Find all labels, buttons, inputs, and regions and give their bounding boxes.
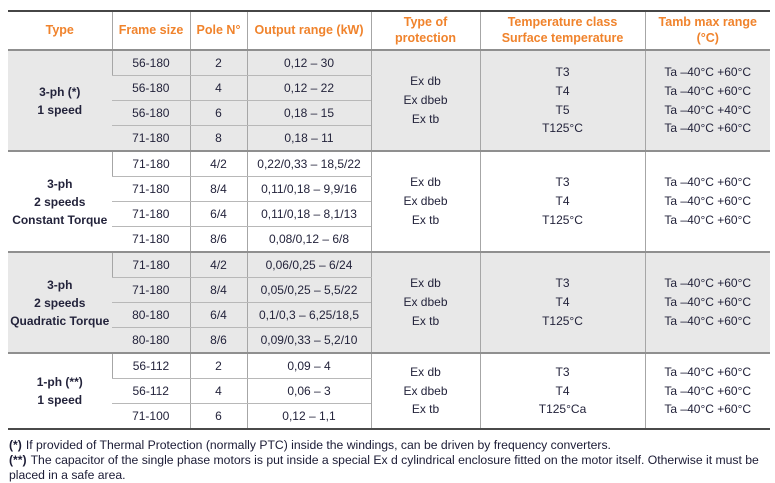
output-range-cell: 0,22/0,33 – 18,5/22: [246, 150, 371, 177]
footnote-text: The capacitor of the single phase motors…: [9, 453, 759, 482]
temperature-class-cell: T3 T4 T125°Ca: [479, 352, 645, 429]
output-range-cell: 0,12 – 30: [246, 50, 371, 76]
col-header-type: Type: [8, 11, 112, 51]
frame-size-cell: 56-112: [111, 352, 190, 379]
table-row: 71-180 8/4 0,11/0,18 – 9,9/16: [8, 176, 770, 202]
frame-size-cell: 56-180: [112, 100, 190, 126]
frame-size-cell: 71-180: [112, 201, 190, 227]
protection-cell: Ex db Ex dbeb Ex tb: [370, 150, 480, 252]
pole-cell: 6/4: [189, 302, 247, 328]
pole-cell: 4: [189, 75, 247, 101]
group-3ph-2speeds-constant-torque: 3-ph 2 speeds Constant Torque 71-180 4/2…: [8, 150, 770, 252]
group-1ph-1speed: 1-ph (**) 1 speed 56-112 2 0,09 – 4 Ex d…: [8, 352, 770, 429]
motor-specs-table: Type Frame size Pole N° Output range (kW…: [8, 10, 770, 430]
output-range-cell: 0,05/0,25 – 5,5/22: [246, 277, 371, 303]
output-range-cell: 0,18 – 11: [246, 125, 371, 151]
table-row: 80-180 6/4 0,1/0,3 – 6,25/18,5: [8, 302, 770, 328]
table-row: 80-180 8/6 0,09/0,33 – 5,2/10: [8, 327, 770, 353]
col-header-protection: Type of protection: [370, 11, 480, 51]
tamb-range-cell: Ta –40°C +60°C Ta –40°C +60°C Ta –40°C +…: [644, 150, 770, 252]
table-row: 71-180 8/4 0,05/0,25 – 5,5/22: [8, 277, 770, 303]
pole-cell: 4: [189, 378, 247, 404]
frame-size-cell: 56-180: [112, 75, 190, 101]
output-range-cell: 0,11/0,18 – 8,1/13: [246, 201, 371, 227]
table-row: 3-ph (*) 1 speed 56-180 2 0,12 – 30 Ex d…: [8, 50, 770, 151]
temperature-class-cell: T3 T4 T5 T125°C: [479, 50, 645, 151]
type-cell: 3-ph 2 speeds Constant Torque: [8, 150, 112, 252]
output-range-cell: 0,1/0,3 – 6,25/18,5: [246, 302, 371, 328]
pole-cell: 8/4: [189, 176, 247, 202]
output-range-cell: 0,18 – 15: [246, 100, 371, 126]
col-header-output-range: Output range (kW): [246, 11, 371, 51]
pole-cell: 4/2: [189, 150, 247, 177]
pole-cell: 6/4: [189, 201, 247, 227]
tamb-range-cell: Ta –40°C +60°C Ta –40°C +60°C Ta –40°C +…: [644, 352, 770, 429]
frame-size-cell: 56-180: [111, 50, 190, 76]
pole-cell: 8/4: [189, 277, 247, 303]
table-header: Type Frame size Pole N° Output range (kW…: [8, 11, 770, 51]
table-row: 56-180 4 0,12 – 22: [8, 75, 770, 101]
footnote-double-asterisk: (**) The capacitor of the single phase mo…: [9, 453, 770, 483]
frame-size-cell: 71-180: [111, 150, 190, 177]
col-header-frame-size: Frame size: [111, 11, 190, 51]
group-3ph-1speed: 3-ph (*) 1 speed 56-180 2 0,12 – 30 Ex d…: [8, 50, 770, 151]
header-row: Type Frame size Pole N° Output range (kW…: [8, 11, 770, 51]
table-row: 56-180 6 0,18 – 15: [8, 100, 770, 126]
output-range-cell: 0,09/0,33 – 5,2/10: [246, 327, 371, 353]
frame-size-cell: 71-180: [112, 226, 190, 252]
pole-cell: 6: [189, 403, 247, 429]
frame-size-cell: 71-180: [111, 251, 190, 278]
frame-size-cell: 80-180: [112, 327, 190, 353]
output-range-cell: 0,12 – 22: [246, 75, 371, 101]
pole-cell: 2: [189, 352, 247, 379]
table-row: 1-ph (**) 1 speed 56-112 2 0,09 – 4 Ex d…: [8, 352, 770, 429]
output-range-cell: 0,06/0,25 – 6/24: [246, 251, 371, 278]
temperature-class-cell: T3 T4 T125°C: [479, 150, 645, 252]
table-row: 3-ph 2 speeds Quadratic Torque 71-180 4/…: [8, 251, 770, 353]
frame-size-cell: 71-180: [112, 125, 190, 151]
table-row: 71-180 8/6 0,08/0,12 – 6/8: [8, 226, 770, 252]
type-cell: 1-ph (**) 1 speed: [8, 352, 112, 429]
frame-size-cell: 80-180: [112, 302, 190, 328]
col-header-pole: Pole N°: [189, 11, 247, 51]
output-range-cell: 0,08/0,12 – 6/8: [246, 226, 371, 252]
footnote-marker: (*): [9, 438, 22, 452]
group-3ph-2speeds-quadratic-torque: 3-ph 2 speeds Quadratic Torque 71-180 4/…: [8, 251, 770, 353]
table-row: 56-112 4 0,06 – 3: [8, 378, 770, 404]
pole-cell: 2: [189, 50, 247, 76]
footnotes: (*) If provided of Thermal Protection (no…: [8, 438, 770, 483]
output-range-cell: 0,12 – 1,1: [246, 403, 371, 429]
tamb-range-cell: Ta –40°C +60°C Ta –40°C +60°C Ta –40°C +…: [644, 251, 770, 353]
output-range-cell: 0,09 – 4: [246, 352, 371, 379]
footnote-text: If provided of Thermal Protection (norma…: [25, 438, 611, 452]
pole-cell: 8: [189, 125, 247, 151]
col-header-temperature-class: Temperature class Surface temperature: [479, 11, 645, 51]
col-header-tamb-range: Tamb max range (°C): [644, 11, 770, 51]
type-cell: 3-ph (*) 1 speed: [8, 50, 112, 151]
frame-size-cell: 71-180: [112, 176, 190, 202]
pole-cell: 8/6: [189, 327, 247, 353]
protection-cell: Ex db Ex dbeb Ex tb: [370, 251, 480, 353]
table-row: 71-180 8 0,18 – 11: [8, 125, 770, 151]
table-row: 3-ph 2 speeds Constant Torque 71-180 4/2…: [8, 150, 770, 252]
type-cell: 3-ph 2 speeds Quadratic Torque: [8, 251, 112, 353]
pole-cell: 6: [189, 100, 247, 126]
output-range-cell: 0,11/0,18 – 9,9/16: [246, 176, 371, 202]
protection-cell: Ex db Ex dbeb Ex tb: [370, 50, 480, 151]
output-range-cell: 0,06 – 3: [246, 378, 371, 404]
temperature-class-cell: T3 T4 T125°C: [479, 251, 645, 353]
frame-size-cell: 71-180: [112, 277, 190, 303]
pole-cell: 8/6: [189, 226, 247, 252]
frame-size-cell: 71-100: [112, 403, 190, 429]
footnote-single-asterisk: (*) If provided of Thermal Protection (no…: [9, 438, 770, 453]
table-row: 71-100 6 0,12 – 1,1: [8, 403, 770, 429]
protection-cell: Ex db Ex dbeb Ex tb: [370, 352, 480, 429]
table-row: 71-180 6/4 0,11/0,18 – 8,1/13: [8, 201, 770, 227]
footnote-marker: (**): [9, 453, 27, 467]
tamb-range-cell: Ta –40°C +60°C Ta –40°C +60°C Ta –40°C +…: [644, 50, 770, 151]
page: Type Frame size Pole N° Output range (kW…: [8, 10, 770, 482]
pole-cell: 4/2: [189, 251, 247, 278]
frame-size-cell: 56-112: [112, 378, 190, 404]
